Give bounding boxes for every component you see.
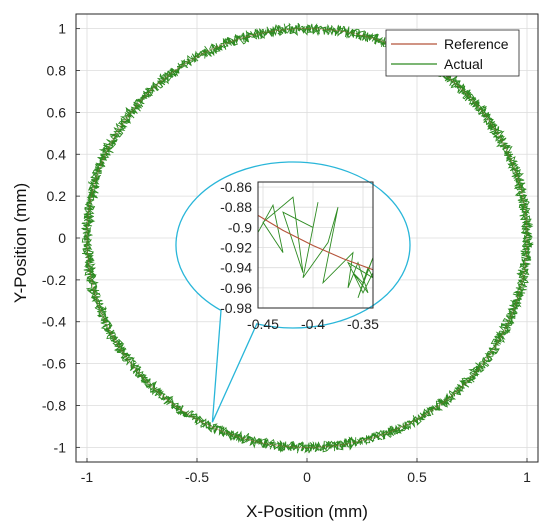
legend-reference-label: Reference	[444, 36, 509, 52]
inset-x-tick-labels: -0.45 -0.4 -0.35	[247, 316, 379, 332]
main-y-tick-label: -0.4	[42, 314, 66, 330]
inset-axes-box	[257, 181, 374, 309]
x-axis-label: X-Position (mm)	[246, 502, 368, 521]
main-y-tick-label: 0.8	[47, 63, 67, 79]
inset-reference-line	[258, 214, 373, 271]
inset-y-tick-label: -0.98	[220, 300, 252, 316]
main-y-tick-label: 0.2	[47, 188, 67, 204]
inset-x-tick-label: -0.45	[247, 316, 279, 332]
inset-grid	[258, 182, 373, 309]
inset-y-tick-label: -0.92	[220, 240, 252, 256]
main-y-tick-label: 0.4	[47, 146, 67, 162]
main-y-tick-label: 0	[58, 230, 66, 246]
main-y-tick-label: -0.2	[42, 272, 66, 288]
legend-actual-label: Actual	[444, 56, 483, 72]
legend: Reference Actual	[385, 29, 520, 77]
y-axis-label: Y-Position (mm)	[11, 183, 30, 303]
inset-y-tick-label: -0.94	[220, 260, 252, 276]
main-x-tick-label: -1	[81, 469, 94, 485]
main-x-tick-labels: -1 -0.5 0 0.5 1	[81, 458, 531, 485]
inset-y-tick-labels: -0.86 -0.88 -0.9 -0.92 -0.94 -0.96 -0.98	[220, 179, 252, 316]
main-y-tick-label: 0.6	[47, 104, 67, 120]
main-x-tick-label: -0.5	[185, 469, 209, 485]
main-y-tick-label: 1	[58, 21, 66, 37]
inset-y-tick-label: -0.96	[220, 280, 252, 296]
main-y-tick-labels: 1 0.8 0.6 0.4 0.2 0 -0.2 -0.4 -0.6 -0.8 -1	[42, 21, 80, 455]
inset-series	[258, 196, 373, 299]
main-y-tick-label: -1	[54, 439, 67, 455]
main-x-tick-label: 0	[303, 469, 311, 485]
main-x-tick-label: 0.5	[407, 469, 427, 485]
main-y-tick-label: -0.8	[42, 397, 66, 413]
inset-y-tick-label: -0.9	[228, 219, 252, 235]
main-x-tick-label: 1	[523, 469, 531, 485]
main-y-tick-label: -0.6	[42, 356, 66, 372]
inset-actual-line	[258, 196, 373, 299]
inset-x-tick-label: -0.4	[301, 316, 325, 332]
inset-x-tick-label: -0.35	[347, 316, 379, 332]
inset-y-tick-label: -0.88	[220, 199, 252, 215]
inset-y-tick-label: -0.86	[220, 179, 252, 195]
